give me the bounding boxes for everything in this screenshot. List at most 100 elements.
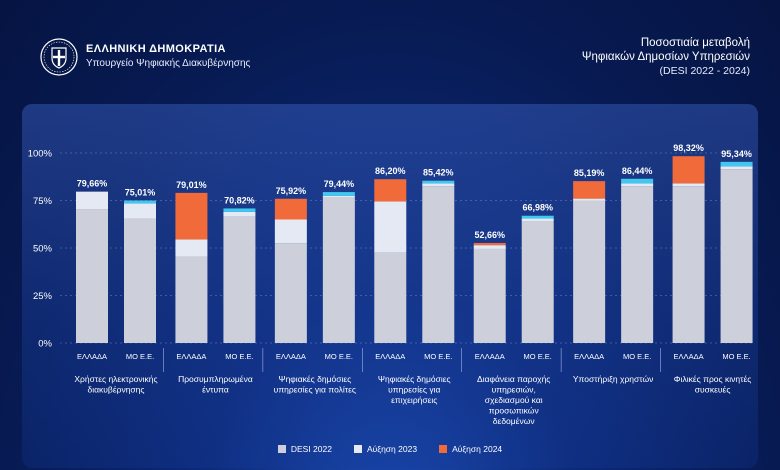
bar-segment: [473, 248, 506, 343]
category-label: συσκευές: [695, 385, 731, 395]
category-label: σχεδιασμού και: [485, 395, 543, 405]
bar-segment: [672, 186, 705, 343]
x-tick-label: ΕΛΛΑΔΑ: [77, 352, 107, 361]
x-tick-label: ΜΟ Ε.Ε.: [424, 352, 452, 361]
category-label: διακυβέρνησης: [88, 385, 145, 395]
data-label: 85,42%: [423, 168, 454, 178]
bar-segment: [473, 242, 506, 246]
bar-segment: [473, 245, 506, 249]
title-line-2: Ψηφιακών Δημοσίων Υπηρεσιών: [581, 51, 750, 63]
bar-segment: [223, 211, 256, 217]
legend-swatch: [277, 445, 286, 453]
data-label: 86,20%: [375, 166, 406, 176]
title-line-1: Ποσοστιαία μεταβολή: [640, 37, 750, 49]
data-label: 98,32%: [673, 143, 704, 153]
org-block: ΕΛΛΗΝΙΚΗ ΔΗΜΟΚΡΑΤΙΑ Υπουργείο Ψηφιακής Δ…: [86, 43, 250, 69]
category-label: Προσυμπληρωμένα: [178, 374, 253, 384]
category-label: Φιλικές προς κινητές: [674, 374, 752, 384]
bar-segment: [720, 161, 753, 167]
bar-segment: [573, 198, 606, 201]
bar-segment: [621, 186, 654, 343]
bar-segment: [374, 179, 407, 202]
bar-segment: [274, 219, 307, 244]
y-tick-label: 75%: [33, 196, 53, 207]
legend-swatch: [353, 445, 362, 453]
x-tick-label: ΜΟ Ε.Ε.: [126, 352, 154, 361]
bar-segment: [274, 198, 307, 220]
title-line-3: (DESI 2022 - 2024): [659, 65, 750, 77]
y-tick-label: 0%: [38, 339, 52, 350]
data-label: 52,66%: [474, 230, 505, 240]
data-label: 85,19%: [574, 168, 605, 178]
bar-segment: [422, 180, 455, 184]
bar-segment: [175, 256, 208, 343]
chart-title: Ποσοστιαία μεταβολή Ψηφιακών Δημοσίων Υπ…: [582, 36, 750, 78]
org-subtitle: Υπουργείο Ψηφιακής Διακυβέρνησης: [86, 58, 251, 69]
data-label: 75,92%: [276, 186, 307, 196]
data-label: 66,98%: [522, 203, 553, 213]
data-label: 79,66%: [77, 179, 108, 189]
bar-segment: [374, 252, 407, 343]
bar-segment: [322, 192, 355, 196]
bar-segment: [621, 183, 654, 187]
legend: DESI 2022 Αύξηση 2023 Αύξηση 2024: [0, 444, 780, 454]
data-label: 70,82%: [224, 195, 255, 205]
bar-segment: [322, 195, 355, 198]
legend-label: Αύξηση 2023: [366, 444, 418, 454]
bar-segment: [274, 243, 307, 343]
x-tick-label: ΕΛΛΑΔΑ: [674, 352, 704, 361]
bar-segment: [76, 191, 108, 210]
bar-segment: [175, 239, 208, 257]
bar-segment: [720, 169, 753, 343]
x-tick-label: ΕΛΛΑΔΑ: [574, 352, 604, 361]
category-label: Ψηφιακές δημόσιες: [278, 374, 351, 384]
bar-segment: [521, 218, 554, 222]
bar-segment: [521, 221, 554, 343]
x-tick-label: ΕΛΛΑΔΑ: [176, 352, 206, 361]
bar-segment: [621, 178, 654, 184]
legend-label: DESI 2022: [290, 444, 332, 454]
bar-segment: [76, 209, 108, 343]
bar-segment: [124, 203, 156, 219]
bar-segment: [124, 200, 156, 204]
data-label: 79,44%: [324, 179, 355, 189]
bar-segment: [124, 218, 156, 343]
bar-segment: [672, 156, 705, 184]
legend-swatch: [439, 445, 448, 453]
data-label: 86,44%: [622, 166, 653, 176]
x-tick-label: ΜΟ Ε.Ε.: [623, 352, 651, 361]
y-tick-label: 100%: [28, 149, 53, 160]
data-label: 75,01%: [125, 187, 156, 197]
x-tick-label: ΕΛΛΑΔΑ: [276, 352, 306, 361]
category-label: δεδομένων: [493, 416, 535, 426]
legend-item-increase-2023: Αύξηση 2023: [353, 444, 418, 454]
category-label: Διαφάνεια παροχής: [477, 374, 550, 384]
category-label: έντυπα: [202, 385, 229, 395]
category-label: προσωπικών: [489, 406, 539, 416]
header: ΕΛΛΗΝΙΚΗ ΔΗΜΟΚΡΑΤΙΑ Υπουργείο Ψηφιακής Δ…: [0, 0, 780, 100]
category-label: Υποστήριξη χρηστών: [573, 374, 653, 384]
bar-segment: [322, 197, 355, 343]
y-tick-label: 50%: [33, 244, 53, 255]
y-tick-label: 25%: [33, 291, 53, 302]
legend-item-desi2022: DESI 2022: [277, 444, 332, 454]
x-tick-label: ΜΟ Ε.Ε.: [325, 352, 353, 361]
legend-label: Αύξηση 2024: [452, 444, 503, 454]
bar-segment: [422, 186, 455, 343]
org-title: ΕΛΛΗΝΙΚΗ ΔΗΜΟΚΡΑΤΙΑ: [86, 43, 226, 55]
bar-segment: [422, 183, 455, 187]
category-label: επιχειρήσεις: [391, 395, 437, 405]
category-label: υπηρεσιών,: [492, 385, 536, 395]
bar-segment: [672, 183, 705, 187]
legend-item-increase-2024: Αύξηση 2024: [439, 444, 502, 454]
x-tick-label: ΕΛΛΑΔΑ: [475, 352, 505, 361]
x-tick-label: ΜΟ Ε.Ε.: [722, 352, 750, 361]
category-label: υπηρεσίες για: [388, 385, 440, 395]
bar-segment: [573, 200, 606, 343]
x-tick-label: ΜΟ Ε.Ε.: [225, 352, 253, 361]
data-label: 79,01%: [176, 180, 207, 190]
bar-segment: [374, 201, 407, 253]
bar-segment: [223, 208, 256, 212]
category-label: Ψηφιακές δημόσιες: [378, 374, 451, 384]
